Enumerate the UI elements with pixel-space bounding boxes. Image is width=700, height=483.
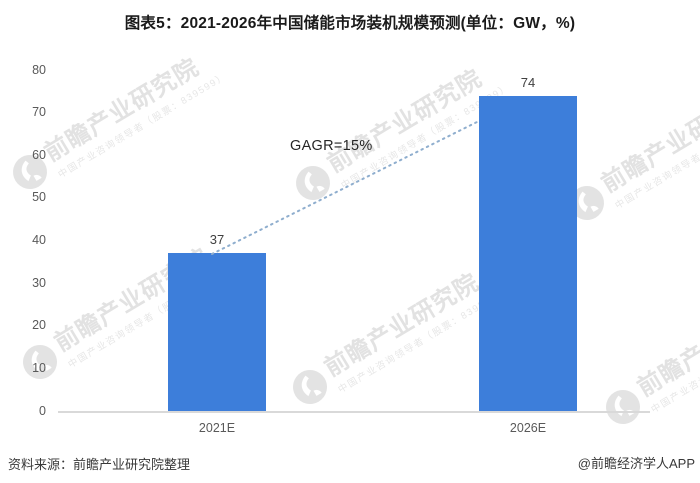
y-axis-tick-label: 70	[32, 105, 46, 120]
y-axis-tick-label: 40	[32, 233, 46, 247]
chart-title: 图表5：2021-2026年中国储能市场装机规模预测(单位：GW，%)	[124, 15, 576, 32]
y-axis-tick-label: 80	[32, 62, 46, 77]
y-axis-tick-label: 20	[32, 318, 46, 333]
y-axis-tick-label: 10	[32, 360, 46, 375]
x-axis-category-label: 2026E	[509, 421, 547, 435]
y-axis-tick-label: 0	[39, 403, 46, 418]
cagr-annotation: GAGR=15%	[290, 138, 373, 154]
bar-value-label: 37	[209, 232, 225, 248]
bar-2026e	[479, 95, 577, 411]
source-note: 资料来源：前瞻产业研究院整理	[8, 457, 191, 472]
bar-value-label: 74	[520, 74, 536, 90]
x-axis-line	[58, 411, 650, 413]
bar-2021e	[168, 253, 266, 411]
x-axis-category-label: 2021E	[198, 421, 236, 435]
y-axis-tick-label: 30	[32, 275, 46, 290]
y-axis-tick-label: 60	[32, 147, 46, 162]
credit-note: @前瞻经济学人APP	[577, 456, 695, 471]
y-axis-tick-label: 50	[32, 190, 46, 205]
